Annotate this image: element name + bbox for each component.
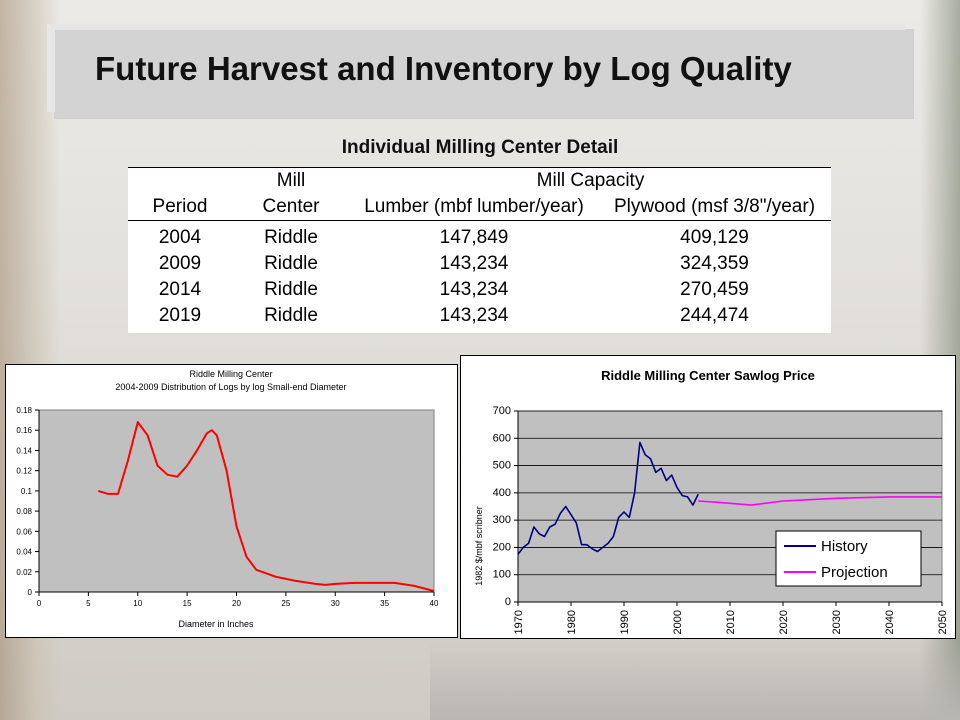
- y-tick-label: 0.14: [16, 446, 32, 455]
- legend-box: [775, 530, 922, 587]
- series-line-distribution: [98, 421, 435, 592]
- cell-period: 2009: [158, 253, 202, 274]
- y-tick-label: 0: [505, 596, 511, 608]
- header-cell-mill-capacity: Mill Capacity: [350, 167, 831, 194]
- cell-lumber: 143,234: [439, 253, 509, 274]
- x-tick-label: 2000: [672, 610, 684, 634]
- chart1-series: [98, 421, 435, 592]
- y-tick-label: 0: [28, 588, 33, 597]
- y-tick-label: 0.06: [16, 527, 32, 536]
- y-tick-label: 700: [493, 405, 511, 417]
- y-tick-label: 300: [493, 514, 511, 526]
- y-tick-label: 0.12: [16, 467, 32, 476]
- x-tick-label: 2020: [778, 610, 790, 634]
- series-line-history: [517, 441, 699, 555]
- x-tick-label: 30: [331, 599, 340, 608]
- x-tick-label: 0: [37, 599, 42, 608]
- legend-label: History: [821, 538, 868, 555]
- x-tick-label: 25: [281, 599, 290, 608]
- x-tick-label: 15: [183, 599, 192, 608]
- x-tick-label: 2040: [884, 610, 896, 634]
- chart1-subtitle: 2004-2009 Distribution of Logs by log Sm…: [115, 382, 346, 392]
- mill-capacity-table: Mill Mill Capacity Period Center Lumber …: [128, 167, 831, 333]
- title-bar: Future Harvest and Inventory by Log Qual…: [55, 30, 913, 118]
- cell-center: Riddle: [232, 220, 350, 251]
- y-tick-label: 0.04: [16, 548, 32, 557]
- table-row: 2004 Riddle 147,849 409,129: [128, 220, 831, 251]
- slide-subtitle: Individual Milling Center Detail: [341, 137, 619, 158]
- y-tick-label: 100: [493, 569, 511, 581]
- slide-title: Future Harvest and Inventory by Log Qual…: [95, 50, 792, 87]
- table-row: 2014 Riddle 143,234 270,459: [128, 277, 831, 303]
- cell-plywood: 324,359: [680, 253, 749, 274]
- header-center: Center: [232, 194, 350, 221]
- y-tick-label: 0.18: [16, 406, 32, 415]
- cell-lumber: 143,234: [439, 305, 509, 326]
- cell-center: Riddle: [264, 305, 318, 326]
- header-cell: [128, 167, 232, 194]
- diameter-distribution-chart-panel: Riddle Milling Center 2004-2009 Distribu…: [5, 364, 458, 638]
- x-tick-label: 2030: [831, 610, 843, 634]
- y-tick-label: 500: [493, 460, 511, 472]
- y-tick-label: 0.16: [16, 426, 32, 435]
- x-tick-label: 40: [430, 599, 439, 608]
- sawlog-price-chart-panel: Riddle Milling Center Sawlog Price 1982 …: [460, 355, 956, 639]
- cell-lumber: 143,234: [439, 279, 509, 300]
- cell-plywood: 409,129: [598, 220, 831, 251]
- cell-lumber: 147,849: [350, 220, 598, 251]
- header-plywood: Plywood (msf 3/8"/year): [598, 194, 831, 221]
- legend-label: Projection: [821, 564, 888, 581]
- x-tick-label: 1970: [513, 610, 525, 634]
- chart1-axes: 0 0.02 0.04 0.06 0.08 0.1 0.12 0.14 0.16 0.18 0 5 10…: [16, 406, 439, 608]
- y-tick-label: 400: [493, 487, 511, 499]
- y-tick-label: 600: [493, 432, 511, 444]
- chart2-legend: History Projection: [775, 530, 922, 587]
- cell-period: 2019: [158, 305, 202, 326]
- y-tick-label: 0.1: [21, 487, 33, 496]
- cell-center: Riddle: [264, 279, 318, 300]
- header-cell-mill: Mill: [232, 167, 350, 194]
- table-header-row-2: Period Center Lumber (mbf lumber/year) P…: [128, 194, 831, 221]
- diameter-distribution-chart: Riddle Milling Center 2004-2009 Distribu…: [16, 369, 439, 629]
- chart1-plot-area: [38, 409, 435, 593]
- cell-plywood: 244,474: [680, 305, 749, 326]
- chart2-series: [517, 441, 942, 555]
- cell-period: 2014: [158, 279, 202, 300]
- x-tick-label: 2050: [937, 610, 949, 634]
- series-line-projection: [698, 496, 942, 506]
- chart1-x-axis-label: Diameter in Inches: [178, 619, 254, 629]
- table-row: 2019 Riddle 143,234 244,474: [128, 303, 831, 329]
- x-tick-label: 1990: [619, 610, 631, 634]
- chart2-y-axis-label: 1982 $/mbf scribner: [474, 506, 484, 586]
- table-header-row-1: Mill Mill Capacity: [128, 167, 831, 194]
- chart1-title: Riddle Milling Center: [189, 369, 272, 379]
- x-tick-label: 20: [232, 599, 241, 608]
- x-tick-label: 10: [133, 599, 142, 608]
- background-road: [430, 640, 960, 720]
- x-tick-label: 2010: [725, 610, 737, 634]
- cell-plywood: 270,459: [680, 279, 749, 300]
- y-tick-label: 200: [493, 541, 511, 553]
- y-tick-label: 0.02: [16, 568, 32, 577]
- chart2-title: Riddle Milling Center Sawlog Price: [601, 368, 815, 383]
- table-row: 2009 Riddle 143,234 324,359: [128, 251, 831, 277]
- header-lumber: Lumber (mbf lumber/year): [350, 194, 598, 221]
- sawlog-price-chart: Riddle Milling Center Sawlog Price 1982 …: [474, 368, 949, 634]
- cell-center: Riddle: [264, 253, 318, 274]
- x-tick-label: 1980: [566, 610, 578, 634]
- x-tick-label: 35: [380, 599, 389, 608]
- y-tick-label: 0.08: [16, 507, 32, 516]
- cell-period: 2004: [128, 220, 232, 251]
- x-tick-label: 5: [86, 599, 91, 608]
- header-period: Period: [128, 194, 232, 221]
